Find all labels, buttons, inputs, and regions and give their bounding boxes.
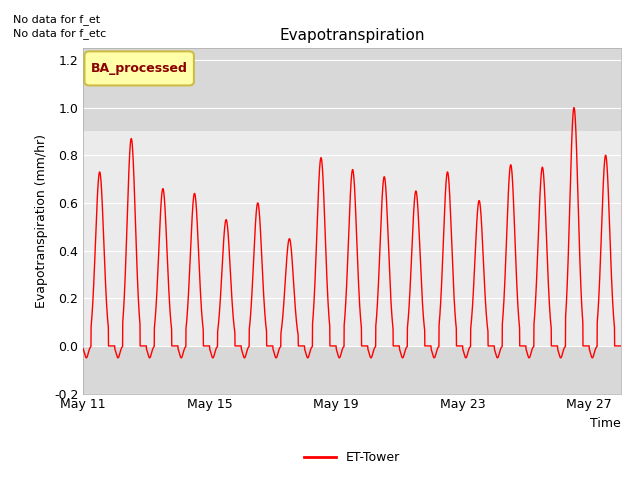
Legend: ET-Tower: ET-Tower <box>300 446 404 469</box>
Bar <box>83 132 621 346</box>
Text: No data for f_et
No data for f_etc: No data for f_et No data for f_etc <box>13 14 106 39</box>
Title: Evapotranspiration: Evapotranspiration <box>279 28 425 43</box>
Text: BA_processed: BA_processed <box>91 61 188 75</box>
Y-axis label: Evapotranspiration (mm/hr): Evapotranspiration (mm/hr) <box>35 134 49 308</box>
X-axis label: Time: Time <box>590 417 621 430</box>
